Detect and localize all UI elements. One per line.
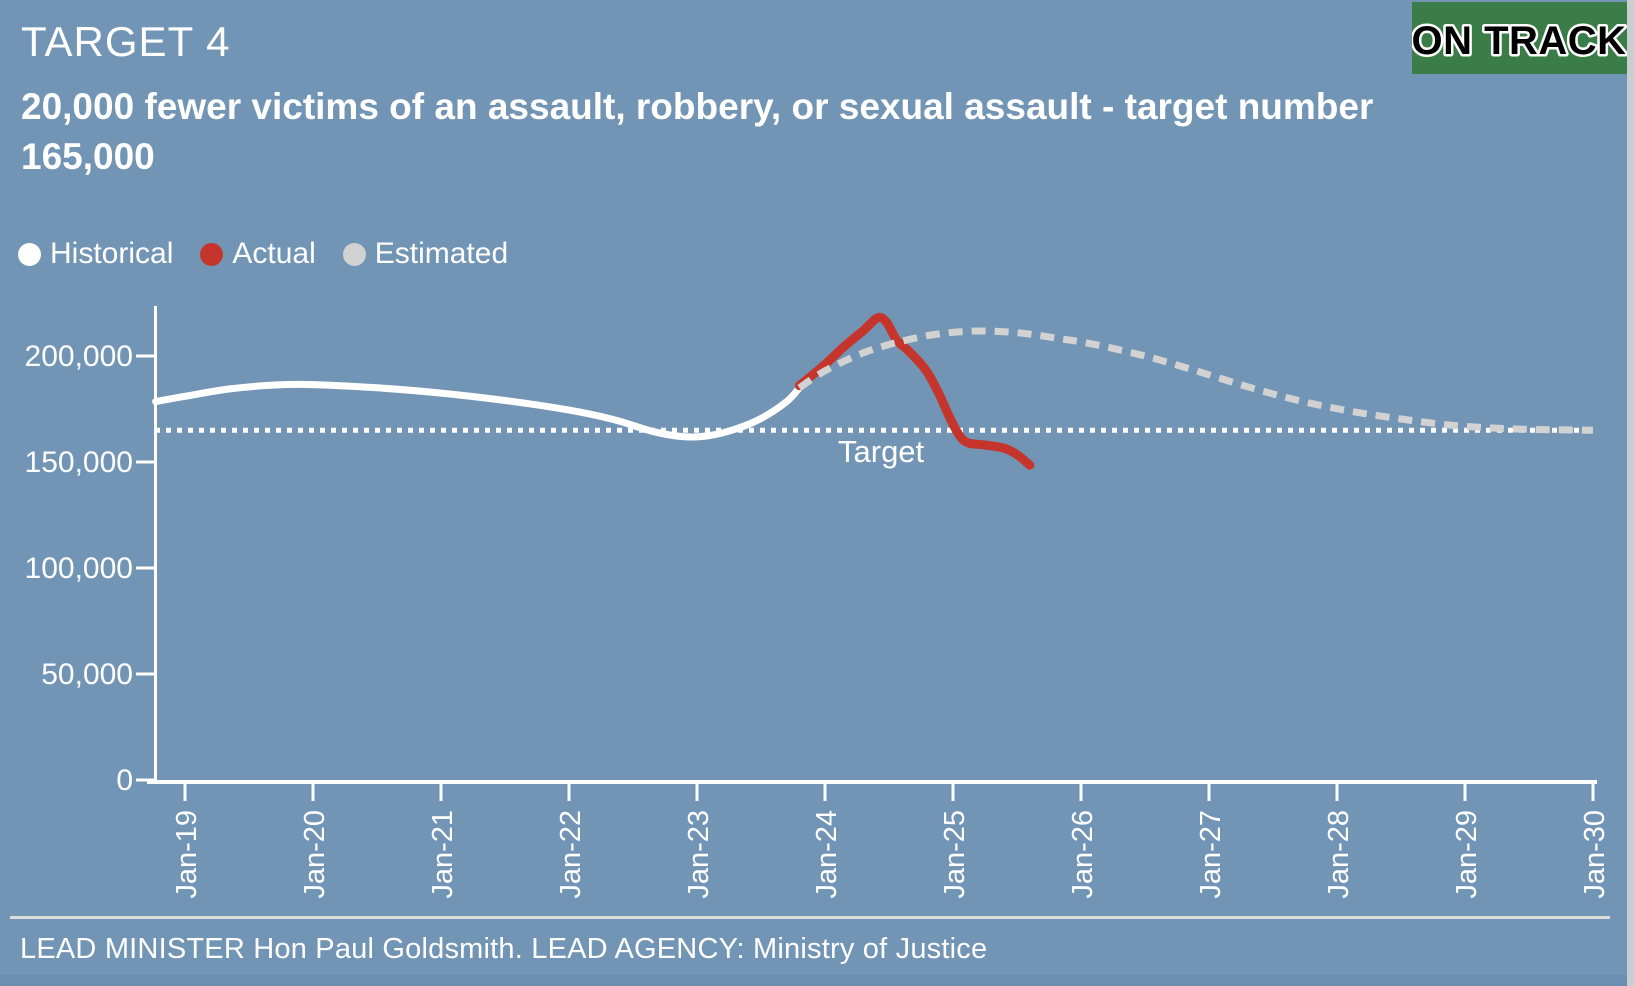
target-line-label: Target — [838, 434, 925, 469]
series-historical-line — [152, 380, 803, 441]
x-tick-label: Jan-30 — [1579, 810, 1611, 899]
status-badge: ON TRACK — [1412, 2, 1627, 74]
x-tick-label: Jan-29 — [1451, 810, 1483, 899]
chart-legend: Historical Actual Estimated — [18, 237, 508, 271]
legend-item-actual: Actual — [200, 237, 316, 271]
x-tick-label: Jan-25 — [939, 810, 971, 899]
x-tick-label: Jan-27 — [1195, 810, 1227, 899]
x-tick-label: Jan-26 — [1067, 810, 1099, 899]
series-estimated-line — [797, 327, 1594, 434]
status-badge-graphic: ON TRACK — [1412, 17, 1627, 66]
x-tick-label: Jan-23 — [683, 810, 715, 899]
page-title: TARGET 4 — [21, 18, 231, 65]
y-tick-label: 0 — [116, 764, 133, 797]
legend-label: Historical — [50, 237, 174, 270]
x-tick-label: Jan-19 — [171, 810, 203, 899]
x-tick-label: Jan-20 — [299, 810, 331, 899]
legend-dot-actual — [200, 242, 224, 266]
page-edge-bottom — [0, 975, 1627, 986]
legend-item-historical: Historical — [18, 237, 173, 271]
x-tick-label: Jan-28 — [1323, 810, 1355, 899]
y-tick-label: 200,000 — [25, 340, 133, 373]
footer-divider — [10, 916, 1610, 919]
page-edge-right — [1627, 0, 1634, 986]
legend-item-estimated: Estimated — [342, 237, 509, 271]
legend-label: Actual — [232, 237, 316, 270]
footer-credits: LEAD MINISTER Hon Paul Goldsmith. LEAD A… — [20, 933, 988, 965]
legend-dot-estimated — [342, 242, 366, 266]
x-tick-label: Jan-22 — [555, 810, 587, 899]
series-actual-line — [794, 312, 1035, 470]
y-tick-label: 100,000 — [25, 552, 133, 585]
x-tick-label: Jan-21 — [427, 810, 459, 899]
target-description: 20,000 fewer victims of an assault, robb… — [21, 86, 1374, 178]
legend-dot-historical — [18, 242, 41, 266]
x-tick-label: Jan-24 — [811, 810, 843, 899]
y-tick-label: 150,000 — [25, 446, 133, 479]
status-badge-label: ON TRACK — [1412, 19, 1627, 63]
legend-label: Estimated — [374, 237, 509, 270]
y-tick-label: 50,000 — [41, 658, 133, 691]
